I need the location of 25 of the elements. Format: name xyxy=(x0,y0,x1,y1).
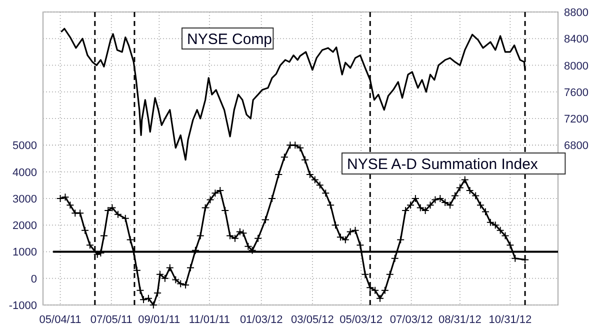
x-tick-label: 08/31/12 xyxy=(438,314,482,326)
y2-tick-label: 8400 xyxy=(564,34,588,46)
series-label: NYSE A-D Summation Index xyxy=(347,156,538,173)
y-tick-label: 2000 xyxy=(12,220,37,232)
y-tick-label: -1000 xyxy=(8,300,37,312)
x-tick-label: 09/01/11 xyxy=(138,314,180,326)
y-tick-label: 3000 xyxy=(12,193,37,206)
y-tick-label: 0 xyxy=(30,273,37,286)
x-tick-label: 11/01/11 xyxy=(188,314,230,326)
x-tick-label: 07/05/11 xyxy=(90,314,132,326)
y-tick-label: 1000 xyxy=(12,246,37,259)
x-tick-label: 01/03/12 xyxy=(240,314,283,326)
x-tick-label: 07/03/12 xyxy=(390,314,433,326)
x-tick-label: 05/03/12 xyxy=(340,314,382,326)
series-label: NYSE Comp xyxy=(187,31,272,48)
x-tick-label: 05/04/11 xyxy=(39,314,82,326)
y2-tick-label: 6800 xyxy=(564,140,588,152)
y-tick-label: 4000 xyxy=(12,166,37,179)
x-tick-label: 10/31/12 xyxy=(488,314,532,326)
x-tick-label: 03/05/12 xyxy=(291,314,334,326)
y2-tick-label: 7600 xyxy=(564,86,588,99)
y2-tick-label: 7200 xyxy=(564,114,588,126)
y2-tick-label: 8800 xyxy=(564,7,588,19)
y-tick-label: 5000 xyxy=(12,140,37,152)
y2-tick-label: 8000 xyxy=(564,60,588,72)
